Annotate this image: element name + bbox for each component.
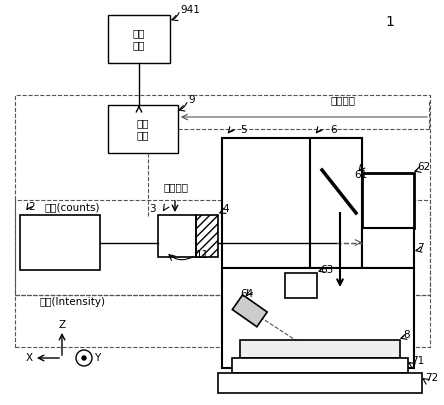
Text: 2: 2 [28,202,35,212]
Bar [15,95,430,295]
Bar [362,228,414,268]
Text: 4: 4 [222,204,229,214]
Text: 1: 1 [385,15,394,29]
Text: 5: 5 [240,125,246,135]
Bar [218,373,422,393]
Bar [222,138,362,268]
Text: 7: 7 [417,243,424,253]
Bar [15,295,430,347]
Text: 亮度(counts): 亮度(counts) [44,202,100,212]
Bar [158,215,196,257]
Text: 6: 6 [330,125,337,135]
Text: 941: 941 [180,5,200,15]
Text: 64: 64 [240,289,253,299]
Bar [20,215,100,270]
Text: 8: 8 [403,330,410,340]
Text: 11: 11 [196,250,209,260]
Bar [108,105,178,153]
Bar [362,173,414,228]
Text: 72: 72 [425,373,438,383]
Text: Y: Y [94,353,100,363]
Text: 9: 9 [188,95,194,105]
Text: 控制
装置: 控制 装置 [137,118,149,140]
Text: 显示
装置: 显示 装置 [133,28,145,50]
Text: 控制信号: 控制信号 [163,182,188,192]
Bar [240,340,400,358]
Bar [232,358,408,373]
Bar [285,273,317,298]
Text: Z: Z [59,320,66,330]
Text: 62: 62 [417,162,430,172]
Text: 71: 71 [411,356,424,366]
Text: 63: 63 [320,265,333,275]
Text: 脉冲波形: 脉冲波形 [330,95,355,105]
Circle shape [82,356,86,360]
Bar [15,200,430,295]
Text: 61: 61 [354,170,367,180]
Bar [310,138,362,268]
Text: 亮度(Intensity): 亮度(Intensity) [39,297,105,307]
Bar [222,268,414,368]
Bar [196,215,218,257]
Text: 3: 3 [149,204,156,214]
Bar [232,295,267,327]
Bar [108,15,170,63]
Text: X: X [25,353,32,363]
